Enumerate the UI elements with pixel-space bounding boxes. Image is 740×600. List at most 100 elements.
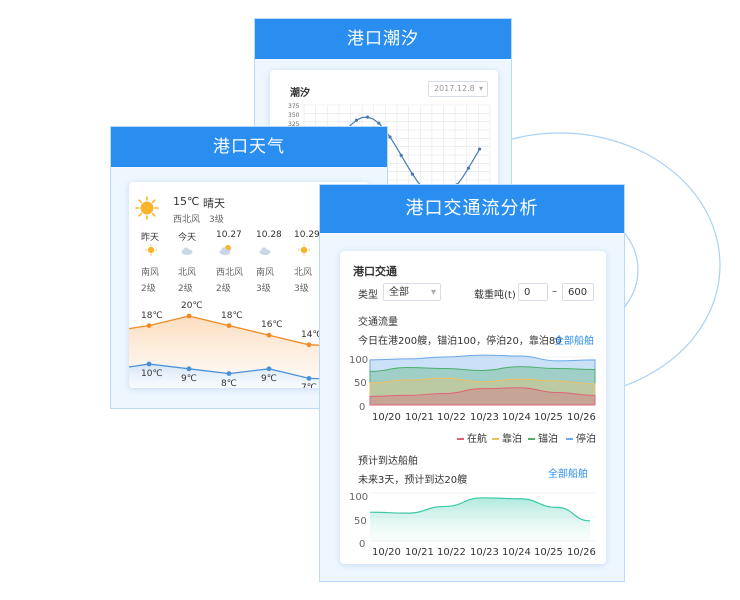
flow-x-tick: 10/24 bbox=[502, 412, 531, 423]
traffic-panel: 港口交通流分析 港口交通 类型 全部 ▾ 载重吨(t) 0 – 600 交通流量… bbox=[319, 184, 625, 582]
sun-icon bbox=[135, 196, 159, 220]
flow-y-tick: 0 bbox=[359, 402, 366, 413]
tide-point bbox=[466, 166, 470, 170]
forecast-day-label: 今天 bbox=[178, 233, 197, 243]
low-temp-label: 8℃ bbox=[221, 378, 237, 388]
chevron-down-icon: ▾ bbox=[478, 84, 483, 93]
tide-point bbox=[354, 118, 358, 122]
high-temp-point bbox=[186, 313, 192, 319]
current-wind: 西北风 bbox=[173, 215, 201, 225]
weight-label: 载重吨(t) bbox=[474, 290, 516, 301]
arrival-x-tick: 10/24 bbox=[502, 547, 531, 558]
arrival-y-tick: 50 bbox=[354, 516, 367, 527]
legend-label: 锚泊 bbox=[538, 434, 558, 445]
flow-x-tick: 10/26 bbox=[567, 412, 596, 423]
tide-date-select[interactable]: 2017.12.8 ▾ bbox=[428, 81, 488, 97]
weight-min-input[interactable]: 0 bbox=[518, 283, 548, 301]
high-temp-label: 14℃ bbox=[301, 329, 323, 340]
forecast-day-label: 昨天 bbox=[141, 233, 160, 243]
forecast-wind: 北风 bbox=[294, 268, 313, 278]
cloud-icon bbox=[181, 247, 193, 255]
type-label: 类型 bbox=[358, 290, 378, 301]
high-temp-label: 18℃ bbox=[221, 310, 243, 321]
forecast-wind: 南风 bbox=[256, 268, 275, 278]
low-temp-point bbox=[266, 366, 272, 372]
sun-icon bbox=[145, 244, 157, 256]
low-temp-point bbox=[186, 366, 192, 372]
legend-item[interactable]: 锚泊 bbox=[528, 430, 558, 445]
flow-all-ships-link[interactable]: 全部船舶 bbox=[554, 336, 594, 347]
low-temp-label: 9℃ bbox=[261, 373, 277, 384]
flow-x-tick: 10/21 bbox=[405, 412, 434, 423]
partly-cloudy-icon bbox=[219, 245, 231, 255]
arrival-x-tick: 10/25 bbox=[534, 547, 563, 558]
arrival-x-tick: 10/21 bbox=[405, 547, 434, 558]
high-temp-label: 16℃ bbox=[261, 320, 283, 331]
forecast-wind: 南风 bbox=[141, 268, 160, 278]
tide-point bbox=[388, 135, 392, 139]
high-temp-point bbox=[226, 323, 232, 328]
low-temp-label: 9℃ bbox=[181, 373, 197, 384]
high-temp-label: 20℃ bbox=[181, 301, 203, 311]
high-temp-point bbox=[306, 342, 312, 348]
forecast-wind-level: 2级 bbox=[141, 284, 156, 294]
forecast-day-label: 10.27 bbox=[216, 230, 242, 240]
tide-y-tick: 325 bbox=[288, 121, 300, 128]
low-temp-label: 7℃ bbox=[301, 383, 317, 388]
flow-x-tick: 10/20 bbox=[372, 412, 401, 423]
traffic-flow-chart bbox=[369, 354, 596, 406]
weight-max-input[interactable]: 600 bbox=[562, 283, 594, 301]
forecast-day-label: 10.28 bbox=[256, 230, 282, 240]
sun-icon bbox=[298, 244, 310, 256]
tide-y-tick: 350 bbox=[288, 112, 300, 119]
weight-range-separator: – bbox=[552, 286, 557, 297]
arrival-title: 预计到达船舶 bbox=[358, 456, 418, 467]
weight-max-value: 600 bbox=[568, 287, 588, 298]
temperature-chart bbox=[129, 313, 369, 388]
arrival-y-tick: 0 bbox=[359, 539, 366, 550]
low-temp-point bbox=[226, 371, 232, 376]
legend-swatch bbox=[528, 438, 535, 440]
tide-card-title: 潮汐 bbox=[290, 88, 310, 99]
tide-panel-title: 港口潮汐 bbox=[255, 19, 511, 59]
cloud-icon bbox=[259, 247, 271, 255]
low-temp-point bbox=[146, 361, 152, 367]
current-temp: 15℃ bbox=[173, 195, 200, 208]
forecast-day-label: 10.29 bbox=[294, 230, 320, 240]
flow-title: 交通流量 bbox=[358, 317, 398, 328]
type-select[interactable]: 全部 ▾ bbox=[383, 283, 441, 301]
type-select-value: 全部 bbox=[389, 287, 409, 298]
high-temp-point bbox=[146, 323, 152, 328]
high-temp-point bbox=[266, 332, 272, 338]
legend-item[interactable]: 停泊 bbox=[566, 430, 596, 445]
legend-item[interactable]: 靠泊 bbox=[492, 430, 522, 445]
legend-label: 在航 bbox=[467, 434, 487, 445]
legend-swatch bbox=[457, 438, 464, 440]
forecast-wind: 北风 bbox=[178, 268, 197, 278]
arrival-x-tick: 10/20 bbox=[372, 547, 401, 558]
low-temp-point bbox=[306, 376, 312, 381]
weight-min-value: 0 bbox=[524, 287, 531, 298]
tide-date-value: 2017.12.8 bbox=[434, 84, 475, 93]
traffic-card: 港口交通 类型 全部 ▾ 载重吨(t) 0 – 600 交通流量 今日在港200… bbox=[340, 251, 606, 564]
arrival-all-ships-link[interactable]: 全部船舶 bbox=[548, 469, 588, 480]
weather-panel-title: 港口天气 bbox=[111, 127, 387, 167]
traffic-panel-title: 港口交通流分析 bbox=[320, 185, 624, 233]
tide-point bbox=[478, 147, 482, 151]
arrival-y-tick: 100 bbox=[349, 492, 369, 503]
flow-y-tick: 100 bbox=[349, 355, 369, 366]
tide-point bbox=[366, 115, 370, 119]
flow-y-tick: 50 bbox=[354, 378, 367, 389]
flow-summary: 今日在港200艘，锚泊100，停泊20，靠泊80 bbox=[358, 336, 562, 347]
forecast-wind: 西北风 bbox=[216, 268, 244, 278]
traffic-section-title: 港口交通 bbox=[353, 265, 397, 278]
legend-label: 停泊 bbox=[576, 434, 596, 445]
forecast-wind-level: 2级 bbox=[216, 284, 231, 294]
tide-point bbox=[377, 121, 381, 125]
tide-y-tick: 375 bbox=[288, 103, 300, 110]
legend-item[interactable]: 在航 bbox=[457, 430, 487, 445]
tide-point bbox=[399, 153, 403, 157]
chevron-down-icon: ▾ bbox=[430, 287, 436, 298]
arrival-x-tick: 10/23 bbox=[470, 547, 499, 558]
legend-label: 靠泊 bbox=[502, 434, 522, 445]
